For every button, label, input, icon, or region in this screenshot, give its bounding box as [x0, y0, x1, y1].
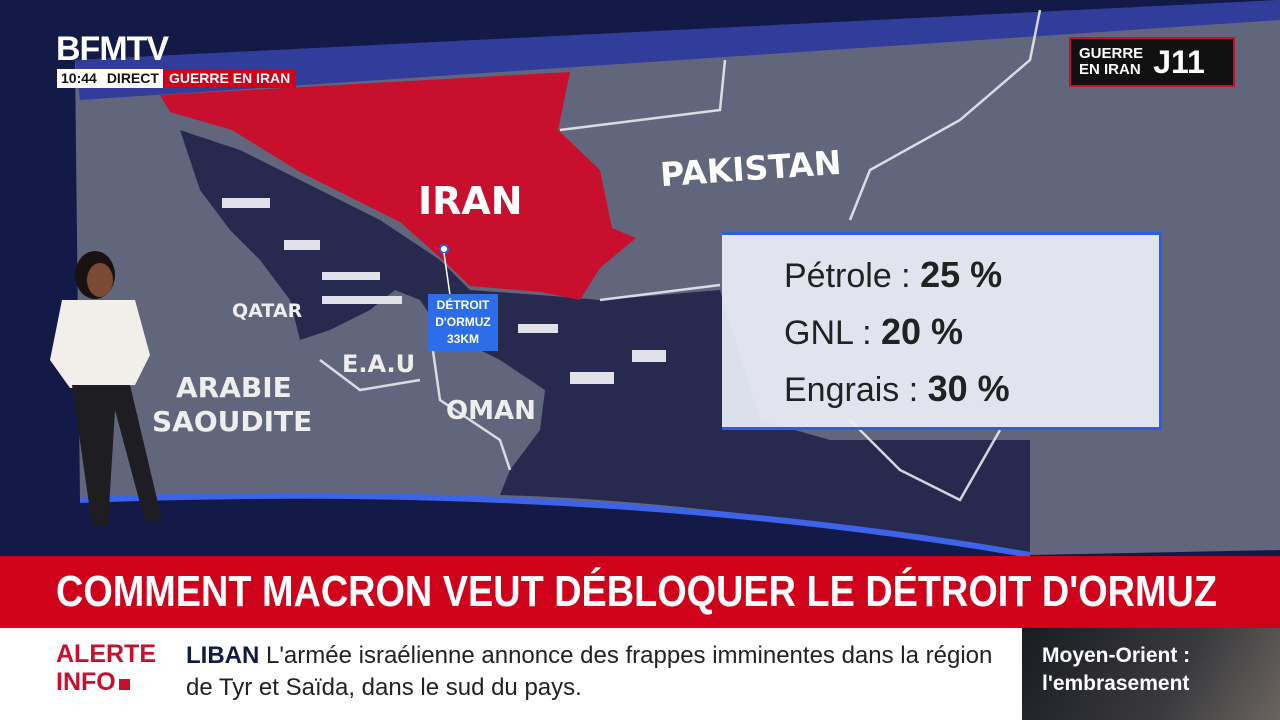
strait-distance: 33KM — [446, 332, 479, 346]
square-icon — [118, 679, 130, 690]
stat-value: 30 % — [927, 368, 1010, 409]
badge-line2: EN IRAN — [1079, 61, 1141, 78]
strait-label: DÉTROIT D'ORMUZ 33KM — [428, 294, 498, 351]
label-eau: E.A.U — [342, 350, 416, 378]
strait-line1: DÉTROIT — [436, 298, 490, 312]
stat-label: Pétrole — [784, 257, 892, 295]
live-label: DIRECT — [106, 70, 159, 86]
side-line2: l'embrasement — [1042, 672, 1190, 695]
label-saoudite: SAOUDITE — [152, 405, 313, 438]
stat-row: Engrais : 30 % — [784, 368, 1010, 410]
stat-row: GNL : 20 % — [784, 311, 964, 353]
live-bar: 10:44 DIRECT GUERRE EN IRAN — [57, 69, 297, 88]
sea — [180, 130, 1030, 555]
stats-panel: Pétrole : 25 % GNL : 20 % Engrais : 30 % — [722, 232, 1162, 430]
presenter — [50, 251, 162, 525]
alert-line2: INFO — [56, 668, 116, 696]
ticker-text: LIBAN L'armée israélienne annonce des fr… — [186, 640, 1006, 704]
iran-region — [160, 72, 636, 300]
channel-logo: BFMTV — [56, 30, 169, 68]
label-qatar: QATAR — [232, 300, 303, 322]
strait-line2: D'ORMUZ — [435, 315, 491, 329]
day-badge: GUERRE EN IRAN J11 — [1069, 37, 1235, 87]
side-line1: Moyen-Orient : — [1042, 644, 1191, 667]
badge-line1: GUERRE — [1079, 45, 1144, 62]
badge-day: J11 — [1153, 44, 1205, 80]
ticker-tag: LIBAN — [186, 642, 260, 669]
news-ticker: ALERTE INFO LIBAN L'armée israélienne ann… — [0, 628, 1022, 720]
stat-label: Engrais — [784, 371, 900, 409]
label-oman: OMAN — [446, 396, 536, 426]
label-arabie: ARABIE — [176, 371, 292, 404]
ticker-message: L'armée israélienne annonce des frappes … — [186, 642, 993, 701]
alert-info-label: ALERTE INFO — [56, 640, 156, 696]
topic-label: GUERRE EN IRAN — [162, 69, 297, 88]
clock: 10:44 — [61, 70, 97, 86]
alert-line1: ALERTE — [56, 640, 156, 668]
headline-banner: COMMENT MACRON VEUT DÉBLOQUER LE DÉTROIT… — [0, 556, 1280, 628]
stat-value: 20 % — [881, 311, 964, 352]
ship-icons — [222, 198, 666, 384]
side-program-panel: Moyen-Orient : l'embrasement — [1022, 628, 1280, 720]
headline-text: COMMENT MACRON VEUT DÉBLOQUER LE DÉTROIT… — [56, 567, 1217, 616]
stat-row: Pétrole : 25 % — [784, 254, 1003, 296]
stat-value: 25 % — [920, 254, 1003, 295]
label-iran: IRAN — [418, 179, 523, 223]
stat-label: GNL — [784, 314, 853, 352]
